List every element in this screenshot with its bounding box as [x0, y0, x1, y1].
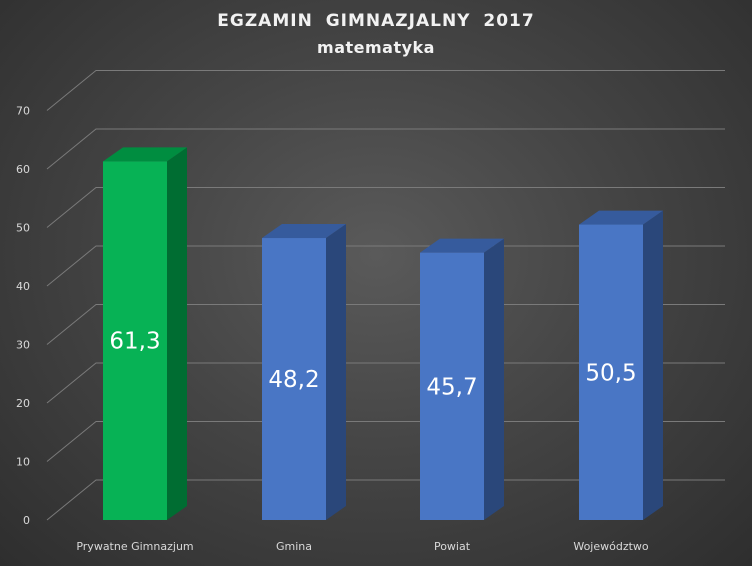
- bar-side: [326, 224, 346, 520]
- bar-top: [262, 224, 346, 239]
- bar-top: [579, 210, 663, 225]
- y-tick-label: 60: [16, 163, 30, 176]
- gridline: [46, 362, 725, 404]
- data-label: 50,5: [585, 360, 636, 386]
- gridline: [46, 187, 725, 228]
- y-tick-label: 40: [16, 280, 30, 293]
- data-label: 48,2: [268, 367, 319, 393]
- bar-front: [262, 238, 326, 520]
- y-tick-label: 50: [16, 222, 30, 235]
- x-axis: Prywatne Gimnazjum Gmina Powiat Województwo: [76, 540, 649, 553]
- bar-top: [103, 147, 187, 162]
- category-label: Prywatne Gimnazjum: [76, 540, 193, 553]
- bar-side: [167, 147, 187, 520]
- bar-side: [484, 238, 504, 520]
- bar-front-highlight: [579, 224, 643, 520]
- gridline: [46, 421, 725, 462]
- category-label: Gmina: [276, 540, 312, 553]
- y-tick-label: 10: [16, 456, 30, 469]
- y-tick-label: 0: [23, 514, 30, 527]
- gridline: [46, 479, 725, 521]
- chart-title: EGZAMIN GIMNAZJALNY 2017: [217, 11, 535, 31]
- bar-front: [103, 161, 167, 520]
- data-label: 61,3: [109, 329, 160, 355]
- bar: 61,3: [103, 147, 187, 520]
- bar-front: [579, 224, 643, 520]
- y-tick-label: 20: [16, 397, 30, 410]
- bar-front: [420, 252, 484, 520]
- bars: 61,3 48,2 45,7 50,5: [103, 147, 663, 520]
- bar: 48,2: [262, 224, 346, 520]
- bar: 45,7: [420, 238, 504, 520]
- gridlines: [46, 70, 725, 521]
- gridline: [46, 304, 725, 345]
- bar-front-highlight: [103, 161, 167, 520]
- category-label: Województwo: [573, 540, 649, 553]
- data-label: 45,7: [426, 374, 477, 400]
- bar-top: [420, 238, 504, 253]
- chart-subtitle: matematyka: [317, 38, 435, 57]
- bar-front-highlight: [262, 238, 326, 520]
- bar-side: [643, 210, 663, 520]
- y-tick-label: 70: [16, 105, 30, 118]
- y-tick-label: 30: [16, 339, 30, 352]
- gridline: [46, 245, 725, 287]
- y-axis: 0 10 20 30 40 50 60 70: [16, 105, 30, 528]
- gridline: [46, 70, 725, 111]
- bar-front-highlight: [420, 252, 484, 520]
- bar: 50,5: [579, 210, 663, 520]
- gridline: [46, 128, 725, 170]
- category-label: Powiat: [434, 540, 471, 553]
